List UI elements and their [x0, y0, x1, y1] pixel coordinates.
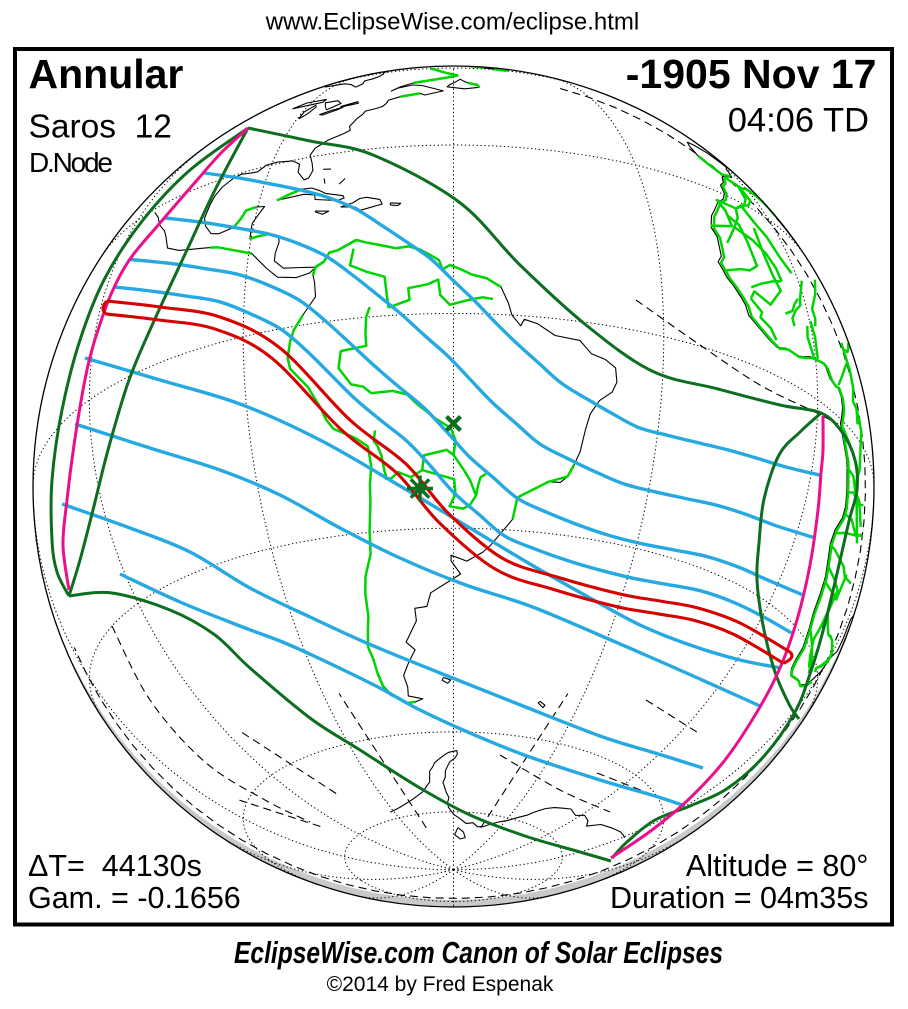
svg-text:Annular: Annular	[29, 51, 184, 97]
svg-text:Gam. = -0.1656: Gam. = -0.1656	[28, 881, 241, 915]
svg-text:EclipseWise.com Canon of Solar: EclipseWise.com Canon of Solar Eclipses	[234, 935, 723, 970]
svg-text:Altitude = 80°: Altitude = 80°	[686, 849, 869, 883]
svg-text:D.Node: D.Node	[29, 147, 113, 178]
svg-text:Duration = 04m35s: Duration = 04m35s	[610, 881, 869, 915]
svg-text:-1905 Nov 17: -1905 Nov 17	[626, 51, 877, 97]
svg-text:ΔT= 44130s: ΔT= 44130s	[28, 849, 202, 883]
svg-text:04:06 TD: 04:06 TD	[728, 102, 869, 140]
svg-text:©2014 by Fred Espenak: ©2014 by Fred Espenak	[327, 973, 554, 996]
svg-text:Saros 12: Saros 12	[29, 109, 172, 146]
svg-text:www.EclipseWise.com/eclipse.ht: www.EclipseWise.com/eclipse.html	[265, 9, 639, 36]
